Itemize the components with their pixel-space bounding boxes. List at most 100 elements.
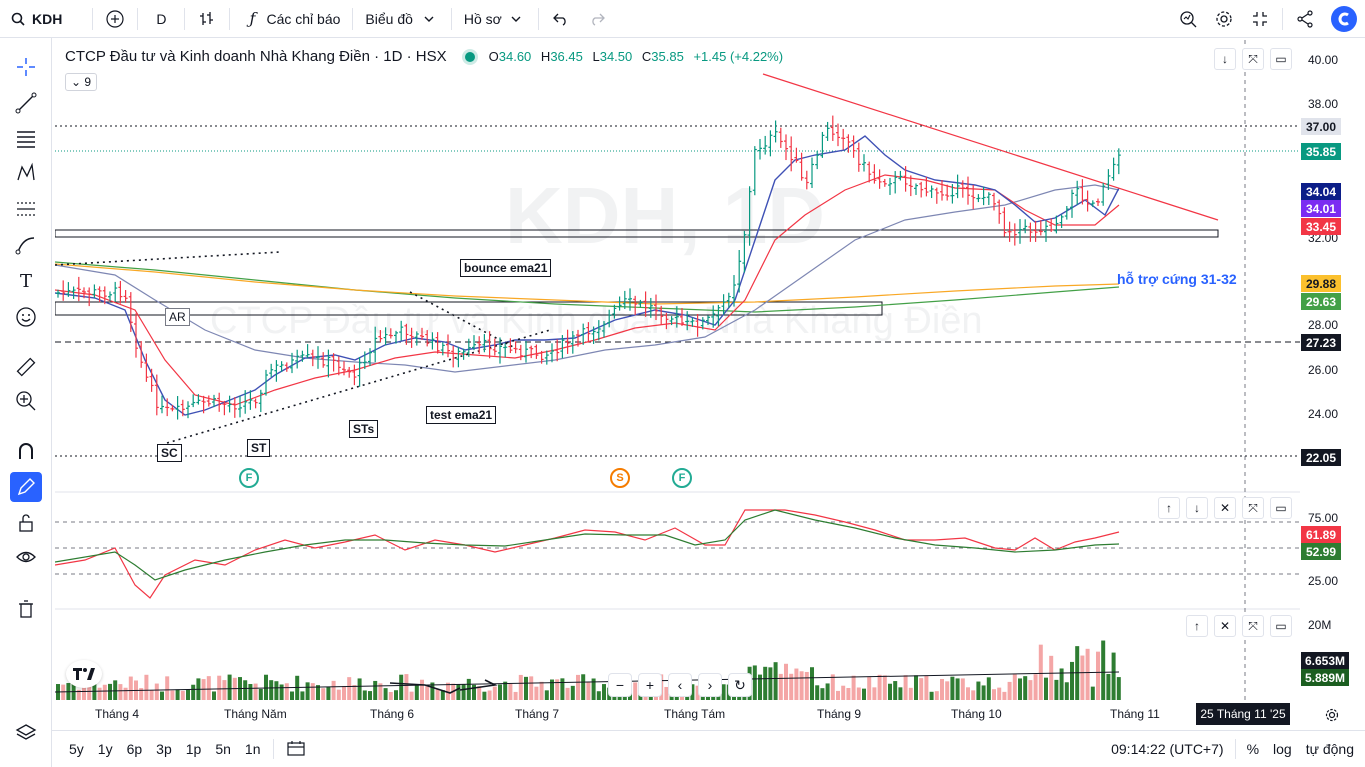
close-pane-button[interactable]: ✕ — [1214, 497, 1236, 519]
price-chart[interactable] — [55, 40, 1300, 700]
range-5d[interactable]: 5n — [215, 741, 231, 757]
share-button[interactable] — [1287, 0, 1323, 38]
clock[interactable]: 09:14:22 (UTC+7) — [1111, 741, 1224, 757]
ohlc-bar — [1007, 221, 1012, 242]
lock-drawings[interactable] — [10, 508, 42, 538]
level-tag: 27.23 — [1301, 334, 1341, 351]
fullscreen-button[interactable] — [1242, 0, 1278, 38]
compare-button[interactable] — [97, 0, 133, 38]
stay-in-drawing-mode[interactable] — [10, 472, 42, 502]
remove-drawings[interactable] — [10, 594, 42, 624]
annotation-sc[interactable]: SC — [157, 444, 182, 462]
percent-toggle[interactable]: % — [1246, 741, 1260, 757]
fib-tool[interactable] — [10, 124, 42, 154]
symbol-search[interactable]: KDH — [0, 0, 70, 38]
annotation-support[interactable]: hỗ trợ cứng 31-32 — [1117, 271, 1237, 287]
zoom-tool[interactable] — [10, 386, 42, 416]
ohlc-bar — [175, 396, 180, 420]
chart-menu-button[interactable]: Biểu đồ — [357, 0, 446, 38]
support-zone-lower[interactable] — [55, 301, 883, 316]
price-scale[interactable]: 40.00 38.00 32.00 28.00 26.00 24.00 75.0… — [1300, 40, 1365, 700]
text-tool[interactable]: T — [10, 266, 42, 296]
annotation-bounce-ema21[interactable]: bounce ema21 — [460, 259, 552, 277]
prediction-tool[interactable] — [10, 194, 42, 224]
trend-line-tool[interactable] — [10, 88, 42, 118]
annotation-sts[interactable]: STs — [349, 420, 379, 438]
reset-chart-button[interactable]: ↻ — [728, 673, 752, 697]
brush-tool[interactable] — [10, 230, 42, 260]
time-label: Tháng 9 — [817, 707, 862, 721]
range-1d[interactable]: 1n — [244, 741, 261, 757]
profile-menu-button[interactable]: Hồ sơ — [456, 0, 534, 38]
pattern-tool[interactable] — [10, 158, 42, 188]
maximize-pane-button[interactable]: ⤧ — [1242, 615, 1264, 637]
tradingview-logo-icon[interactable] — [66, 660, 102, 688]
scroll-right-button[interactable]: › — [698, 673, 722, 697]
annotation-st[interactable]: ST — [247, 439, 271, 457]
bar-style-button[interactable] — [189, 0, 225, 38]
maximize-pane-button[interactable]: ⤧ — [1242, 497, 1264, 519]
marker-f-2[interactable]: F — [672, 468, 692, 488]
date-range-button[interactable] — [280, 740, 312, 759]
quick-search-button[interactable] — [1170, 0, 1206, 38]
dotted-trendline-mid[interactable] — [409, 291, 516, 349]
ohlc-bar — [914, 183, 918, 195]
object-tree-button[interactable] — [10, 718, 42, 748]
move-down-button[interactable]: ↓ — [1186, 497, 1208, 519]
range-1m[interactable]: 1p — [185, 741, 202, 757]
undo-button[interactable] — [543, 0, 579, 38]
interval-button[interactable]: D — [142, 0, 180, 38]
range-1y[interactable]: 1y — [97, 741, 113, 757]
scroll-left-button[interactable]: ‹ — [668, 673, 692, 697]
ohlc-bar — [160, 395, 164, 414]
maximize-pane-button[interactable]: ⤧ — [1242, 48, 1264, 70]
dotted-trendline-lower[interactable] — [166, 329, 551, 444]
crosshair-tool[interactable] — [10, 52, 42, 82]
magnet-tool[interactable] — [10, 436, 42, 466]
log-toggle[interactable]: log — [1273, 741, 1292, 757]
volume-arrow-drawing-1[interactable] — [389, 682, 461, 694]
volume-bar — [830, 674, 835, 700]
descending-trendline[interactable] — [762, 73, 1219, 221]
move-up-button[interactable]: ↑ — [1186, 615, 1208, 637]
range-6m[interactable]: 6p — [126, 741, 143, 757]
dotted-trendline-upper[interactable] — [55, 251, 281, 266]
measure-tool[interactable] — [10, 352, 42, 382]
close-pane-button[interactable]: ✕ — [1214, 615, 1236, 637]
zoom-in-button[interactable]: + — [638, 673, 662, 697]
range-3m[interactable]: 3p — [156, 741, 172, 757]
time-axis-settings[interactable] — [1325, 708, 1339, 725]
indicators-button[interactable]: ƒ Các chỉ báo — [234, 0, 348, 38]
market-status-dot[interactable] — [464, 51, 475, 62]
annotation-test-ema21[interactable]: test ema21 — [426, 406, 497, 424]
emoji-tool[interactable] — [10, 302, 42, 332]
move-down-button[interactable]: ↓ — [1214, 48, 1236, 70]
ohlc-bar — [919, 181, 924, 198]
volume-arrow-drawing-2[interactable] — [459, 679, 498, 691]
support-zone-upper[interactable] — [55, 229, 1219, 238]
ohlc-bar — [264, 369, 268, 396]
ohlc-bar — [92, 284, 97, 298]
marker-f-1[interactable]: F — [239, 468, 259, 488]
zoom-out-button[interactable]: − — [608, 673, 632, 697]
auto-toggle[interactable]: tự động — [1305, 741, 1354, 757]
range-5y[interactable]: 5y — [69, 741, 84, 757]
redo-button[interactable] — [579, 0, 615, 38]
volume-bar — [690, 684, 695, 700]
ohlc-bar — [924, 176, 929, 197]
pane-more-button[interactable]: ▭ — [1270, 48, 1292, 70]
hide-drawings[interactable] — [10, 542, 42, 572]
account-button[interactable] — [1323, 0, 1365, 38]
legend-title[interactable]: CTCP Đầu tư và Kinh doanh Nhà Khang Điền… — [65, 48, 447, 65]
settings-button[interactable] — [1206, 0, 1242, 38]
smiley-icon — [16, 307, 36, 327]
marker-s[interactable]: S — [610, 468, 630, 488]
indicators-toggle[interactable]: ⌄ 9 — [65, 73, 98, 91]
annotation-ar[interactable]: AR — [165, 308, 190, 326]
ohlc-bar — [856, 142, 861, 172]
pane-more-button[interactable]: ▭ — [1270, 615, 1292, 637]
move-up-button[interactable]: ↑ — [1158, 497, 1180, 519]
ohlc-bar — [1085, 190, 1090, 212]
pane-more-button[interactable]: ▭ — [1270, 497, 1292, 519]
volume-bar — [945, 681, 950, 700]
